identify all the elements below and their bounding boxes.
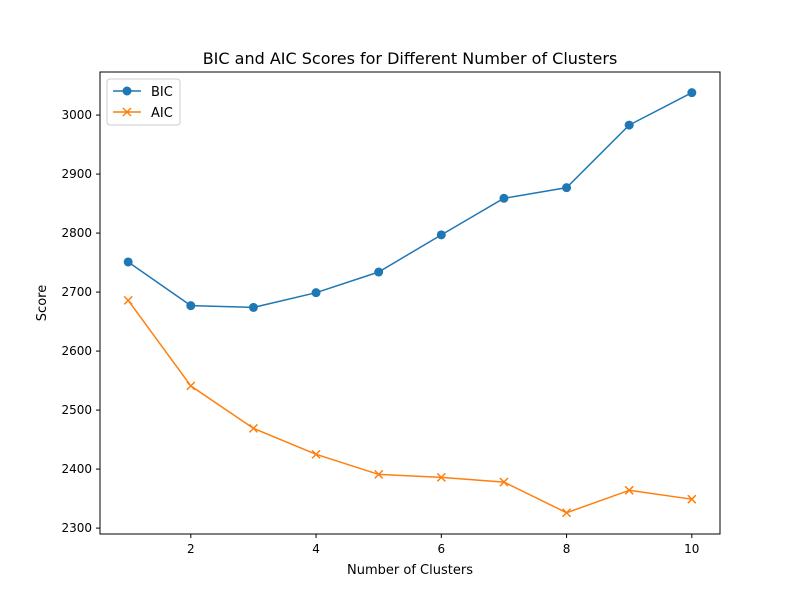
- data-point-bic: [311, 288, 321, 298]
- series-bic: [123, 88, 697, 312]
- data-point-aic: [186, 381, 196, 391]
- data-point-bic: [374, 267, 384, 277]
- data-point-bic: [186, 301, 196, 311]
- y-axis-label: Score: [35, 285, 50, 321]
- legend-label-bic: BIC: [151, 85, 173, 100]
- data-point-bic: [624, 120, 634, 130]
- series-line-aic: [127, 299, 692, 514]
- y-tick-label: 3000: [61, 108, 92, 122]
- data-point-bic: [499, 193, 509, 203]
- data-point-aic: [624, 485, 634, 495]
- x-axis-ticks: 2 4 6 8 10: [187, 534, 699, 556]
- x-tick-label: 4: [312, 542, 320, 556]
- x-tick-label: 6: [437, 542, 445, 556]
- data-point-aic: [436, 472, 446, 482]
- data-point-bic: [248, 302, 258, 312]
- y-tick-label: 2300: [61, 521, 92, 535]
- data-point-bic: [123, 257, 133, 267]
- y-tick-label: 2900: [61, 167, 92, 181]
- axes-frame: [99, 71, 721, 535]
- x-axis-label: Number of Clusters: [347, 563, 473, 578]
- legend-marker-aic: [122, 107, 132, 117]
- series-aic: [123, 295, 697, 518]
- data-point-aic: [562, 508, 572, 518]
- legend-marker-bic: [122, 86, 132, 96]
- data-point-bic: [436, 230, 446, 240]
- y-tick-label: 2400: [61, 462, 92, 476]
- legend-label-aic: AIC: [151, 106, 173, 121]
- data-point-bic: [687, 88, 697, 98]
- data-point-bic: [562, 183, 572, 193]
- plot-area: 2 4 6 8 10 2300 2400 2500 2600 2700 2800 2900 3000: [61, 71, 721, 556]
- data-point-aic: [311, 449, 321, 459]
- data-point-aic: [687, 494, 697, 504]
- x-tick-label: 10: [684, 542, 699, 556]
- y-tick-label: 2600: [61, 344, 92, 358]
- x-tick-label: 2: [187, 542, 195, 556]
- data-point-aic: [374, 469, 384, 479]
- y-tick-label: 2800: [61, 226, 92, 240]
- data-point-aic: [248, 423, 258, 433]
- chart-title: BIC and AIC Scores for Different Number …: [203, 49, 618, 68]
- y-axis-ticks: 2300 2400 2500 2600 2700 2800 2900 3000: [61, 108, 100, 535]
- data-point-aic: [499, 477, 509, 487]
- series-line-bic: [127, 91, 693, 309]
- data-point-aic: [123, 295, 133, 305]
- legend: BIC AIC: [106, 78, 181, 126]
- series-layer: [123, 88, 697, 518]
- x-tick-label: 8: [563, 542, 571, 556]
- y-tick-label: 2700: [61, 285, 92, 299]
- y-tick-label: 2500: [61, 403, 92, 417]
